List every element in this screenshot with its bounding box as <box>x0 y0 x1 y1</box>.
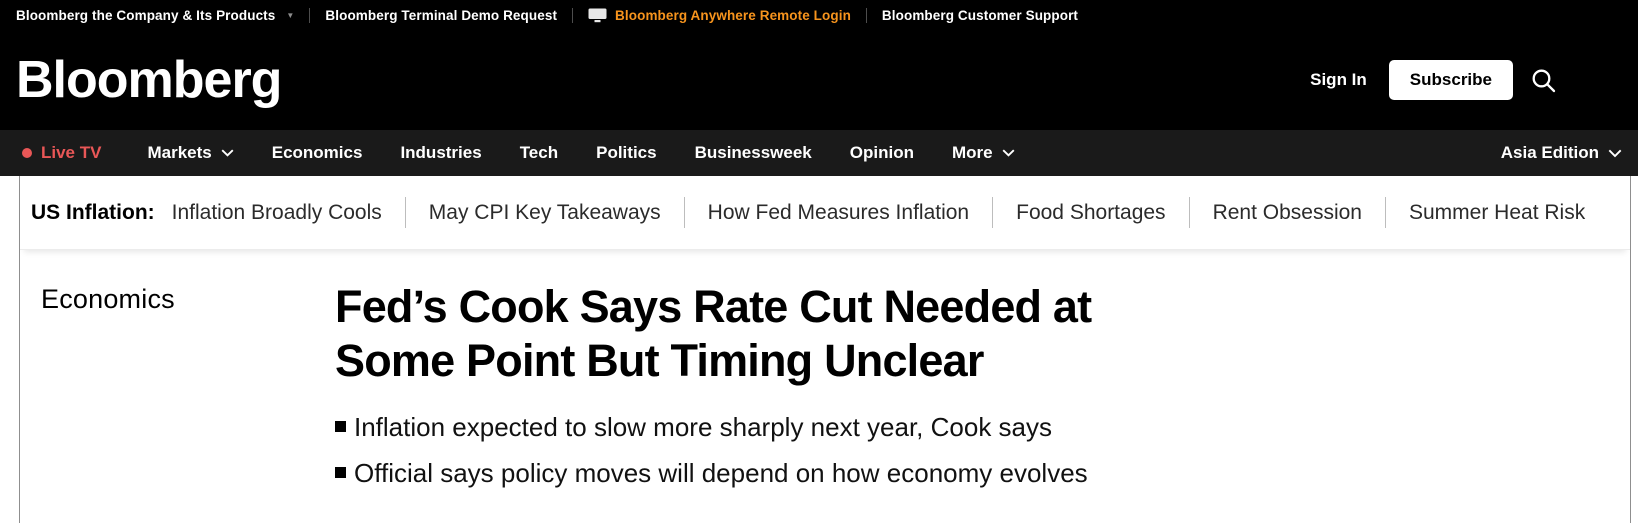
utility-link-anywhere-login[interactable]: Bloomberg Anywhere Remote Login <box>588 8 851 23</box>
topic-bar: US Inflation: Inflation Broadly Cools Ma… <box>20 176 1630 250</box>
main-header: Bloomberg Sign In Subscribe <box>0 30 1638 130</box>
square-bullet-icon <box>335 421 346 432</box>
topic-link-rent-obsession[interactable]: Rent Obsession <box>1212 200 1362 224</box>
subscribe-button[interactable]: Subscribe <box>1388 60 1513 100</box>
nav-item-tech-label: Tech <box>519 143 559 162</box>
page-frame: US Inflation: Inflation Broadly Cools Ma… <box>19 176 1631 523</box>
nav-item-more-label: More <box>951 143 993 162</box>
utility-link-anywhere-login-label: Bloomberg Anywhere Remote Login <box>615 7 851 23</box>
utility-link-customer-support-label: Bloomberg Customer Support <box>881 7 1079 23</box>
utility-separator <box>865 7 867 23</box>
header-actions: Sign In Subscribe <box>1310 60 1557 100</box>
utility-separator <box>309 7 311 23</box>
topic-separator <box>683 197 685 228</box>
nav-item-more[interactable]: More <box>952 143 1015 163</box>
utility-bar: Bloomberg the Company & Its Products ▼ B… <box>0 0 1638 30</box>
topic-link-food-shortages[interactable]: Food Shortages <box>1016 200 1166 224</box>
chevron-down-icon <box>1002 149 1015 157</box>
utility-link-customer-support[interactable]: Bloomberg Customer Support <box>882 8 1078 23</box>
article-headline: Fed’s Cook Says Rate Cut Needed at Some … <box>335 280 1092 388</box>
topic-bar-label: US Inflation: <box>31 200 155 224</box>
topic-separator <box>1188 197 1190 228</box>
nav-item-opinion-label: Opinion <box>849 143 914 162</box>
article-bullet: Inflation expected to slow more sharply … <box>335 411 1091 444</box>
nav-item-politics[interactable]: Politics <box>596 143 656 163</box>
article-bullet: Official says policy moves will depend o… <box>335 457 1091 490</box>
nav-item-markets-label: Markets <box>147 143 212 162</box>
topic-separator <box>992 197 994 228</box>
topic-separator <box>1384 197 1386 228</box>
edition-selector[interactable]: Asia Edition <box>1501 143 1622 163</box>
tv-monitor-icon <box>588 8 607 23</box>
nav-item-markets[interactable]: Markets <box>147 143 234 163</box>
topic-link-how-fed-measures-inflation[interactable]: How Fed Measures Inflation <box>707 200 970 224</box>
sign-in-link[interactable]: Sign In <box>1310 70 1367 89</box>
topic-link-may-cpi-key-takeaways[interactable]: May CPI Key Takeaways <box>428 200 661 224</box>
topic-link-summer-heat-risk[interactable]: Summer Heat Risk <box>1408 200 1586 224</box>
edition-selector-label: Asia Edition <box>1500 143 1599 162</box>
article-main: Fed’s Cook Says Rate Cut Needed at Some … <box>335 280 1092 503</box>
nav-item-industries-label: Industries <box>400 143 482 162</box>
topic-link-inflation-broadly-cools[interactable]: Inflation Broadly Cools <box>171 200 382 224</box>
nav-item-politics-label: Politics <box>596 143 657 162</box>
search-icon[interactable] <box>1530 67 1557 94</box>
article-bullet-text: Official says policy moves will depend o… <box>354 458 1088 488</box>
utility-link-company-products[interactable]: Bloomberg the Company & Its Products ▼ <box>16 8 294 23</box>
article-bullet-text: Inflation expected to slow more sharply … <box>354 412 1053 442</box>
topic-separator <box>404 197 406 228</box>
article-headline-line-1: Fed’s Cook Says Rate Cut Needed at <box>335 281 1092 332</box>
section-label-economics[interactable]: Economics <box>41 284 175 314</box>
nav-item-industries[interactable]: Industries <box>400 143 481 163</box>
nav-item-economics-label: Economics <box>271 143 363 162</box>
chevron-down-icon <box>221 149 234 157</box>
primary-nav: Live TV Markets Economics Industries Tec… <box>0 130 1638 176</box>
nav-live-tv-label: Live TV <box>41 143 102 162</box>
utility-link-company-products-label: Bloomberg the Company & Its Products <box>16 7 276 23</box>
utility-link-terminal-demo-label: Bloomberg Terminal Demo Request <box>325 7 558 23</box>
nav-item-tech[interactable]: Tech <box>520 143 558 163</box>
caret-down-icon: ▼ <box>286 10 295 20</box>
utility-separator <box>572 7 574 23</box>
nav-item-opinion[interactable]: Opinion <box>850 143 914 163</box>
bloomberg-logo[interactable]: Bloomberg <box>16 51 282 109</box>
nav-item-economics[interactable]: Economics <box>272 143 363 163</box>
chevron-down-icon <box>1608 149 1622 157</box>
utility-link-terminal-demo[interactable]: Bloomberg Terminal Demo Request <box>325 8 557 23</box>
live-dot-icon <box>22 148 32 158</box>
nav-live-tv[interactable]: Live TV <box>22 143 101 163</box>
nav-item-businessweek-label: Businessweek <box>694 143 812 162</box>
article-bullets: Inflation expected to slow more sharply … <box>335 411 1091 490</box>
square-bullet-icon <box>335 467 346 478</box>
article-header: Economics Fed’s Cook Says Rate Cut Neede… <box>20 250 1630 503</box>
nav-item-businessweek[interactable]: Businessweek <box>695 143 812 163</box>
article-headline-line-2: Some Point But Timing Unclear <box>335 335 984 386</box>
